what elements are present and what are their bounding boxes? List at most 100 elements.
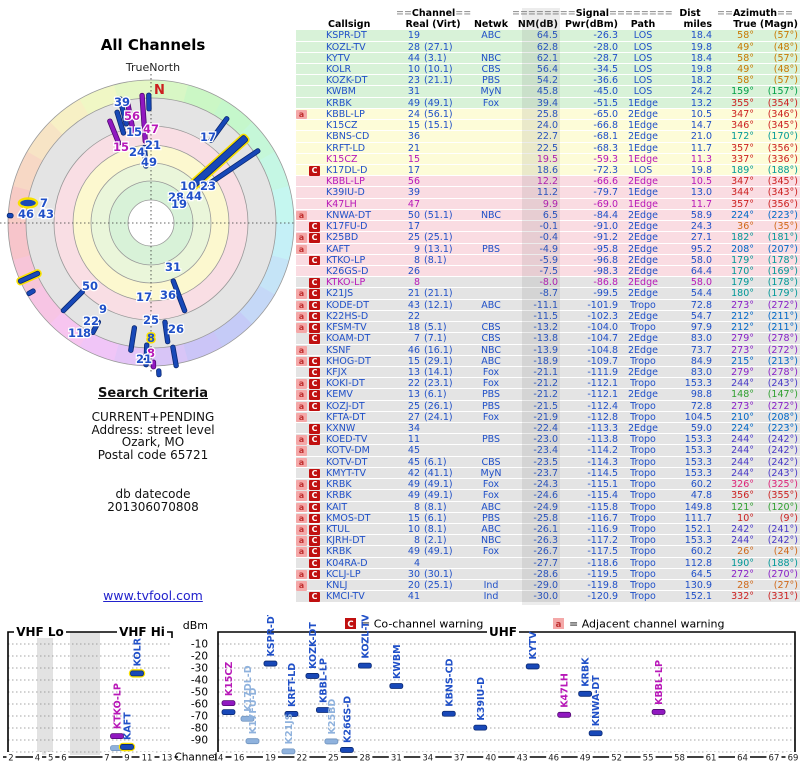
radar-bar	[117, 96, 129, 127]
table-row: K26GS-D 26 -7.5 -98.3 2Edge 64.4 170° (169°)	[296, 265, 800, 278]
co-channel-warning-badge: C	[309, 491, 320, 501]
header-miles: miles	[683, 19, 712, 31]
table-row: a C KCLJ-LP 30 (30.1) -28.6 -119.5 Tropo 64.5 272…	[296, 568, 800, 581]
radar-channel-label: 39	[114, 95, 130, 109]
co-channel-warning-badge: C	[309, 480, 320, 490]
true-north-label: TrueNorth	[125, 61, 181, 74]
spectrum-marker: KTKO-LP	[110, 683, 124, 740]
radar-hue-segment	[212, 311, 253, 348]
channel-tick-label: 28	[359, 754, 370, 764]
channel-axis-label: Channel	[174, 752, 217, 764]
table-row: a C KMOS-DT 15 (6.1) PBS -25.8 -116.7 Tropo 111.7…	[296, 512, 800, 524]
spectrum-marker: KRFT-LD	[284, 663, 299, 717]
radar-channel-label: 31	[165, 260, 181, 274]
radar-bar	[188, 133, 250, 190]
dbm-tick-label: -70	[191, 711, 208, 723]
spectrum-marker-label: KBBL-LP	[318, 658, 329, 703]
header-callsign: Callsign	[328, 19, 371, 31]
radar-bar	[201, 148, 261, 190]
header-true-magn: True (Magn)	[733, 19, 798, 31]
tvfool-link[interactable]: www.tvfool.com	[103, 588, 203, 603]
co-channel-warning-badge: C	[309, 390, 320, 400]
table-row: a KNWA-DT 50 (51.1) NBC 6.5 -84.4 2Edge 58.9 224°…	[296, 209, 800, 222]
header-path: Path	[630, 19, 656, 31]
radar-channel-label: 47	[143, 122, 159, 136]
radar-bar	[139, 92, 148, 144]
table-row: a C K22HS-D 22 -11.5 -102.3 2Edge 54.7 212° (211°…	[296, 310, 800, 323]
radar-hue-segment	[112, 343, 151, 366]
radar-hue-segment	[149, 343, 189, 366]
table-body: KSPR-DT 19 ABC 64.5 -26.3 LOS 18.4 58° (57°) KOZL…	[296, 30, 800, 603]
table-row: a C KOED-TV 11 PBS -23.0 -113.8 Tropo 153.3 244°(…	[296, 434, 800, 446]
header-pwr: Pwr(dBm)	[564, 19, 618, 31]
channel-tick-label: 25	[328, 754, 339, 764]
channel-tick-label: 16	[234, 754, 245, 764]
table-header-row-1: ==Channel== ========Signal======== Dist …	[296, 8, 800, 19]
channel-tick-bg	[210, 752, 226, 762]
legend-adjacent-label: = Adjacent channel warning	[569, 618, 725, 631]
table-row: a KBBL-LP 24 (56.1) 25.8 -65.0 2Edge 10.5 347° (3…	[296, 108, 800, 121]
channel-tick-bg	[262, 752, 278, 762]
radar-hue-segment	[49, 310, 89, 347]
search-mode: CURRENT+PENDING	[91, 410, 215, 424]
radar-hue-segment	[49, 98, 90, 135]
channel-tick-bg	[735, 752, 750, 762]
adjacent-warning-badge: a	[296, 311, 307, 322]
spectrum-marker-label: K17DL-D	[243, 665, 254, 711]
channel-tick-label: 58	[674, 754, 685, 764]
search-criteria: Search Criteria CURRENT+PENDING Address:…	[0, 386, 306, 513]
radar-channel-label: 17	[136, 290, 152, 304]
spectrum-marker-label: K17FU-D	[248, 687, 259, 734]
table-row: a C KJRH-DT 8 (2.1) NBC -26.3 -117.2 Tropo 153.3 2…	[296, 535, 800, 547]
radar-bar	[128, 325, 138, 353]
spectrum-marker-label: K47LH	[560, 673, 571, 708]
table-row: a C KOZJ-DT 25 (26.1) PBS -21.5 -112.4 Tropo 72.8…	[296, 400, 800, 412]
radar-channel-label: 8	[147, 346, 155, 360]
legend-adjacent-badge	[553, 618, 564, 629]
radar-ellipse-marker	[17, 197, 39, 209]
spectrum-marker-label: KOZK-DT	[308, 622, 319, 669]
radar-channel-label: 7	[40, 196, 48, 210]
channel-tick-bg	[139, 752, 155, 762]
spectrum-marker-label: K39IU-D	[476, 677, 487, 721]
adjacent-warning-badge: a	[296, 300, 307, 311]
channel-tick-bg	[388, 752, 404, 762]
legend-co-channel-badge	[345, 618, 356, 629]
channel-tick-bg	[33, 752, 42, 762]
co-channel-warning-badge: C	[309, 435, 320, 445]
co-channel-warning-badge: C	[309, 166, 320, 176]
table-row: KOLR 10 (10.1) CBS 56.4 -34.5 LOS 19.8 49° (48°)	[296, 64, 800, 76]
table-row: a C KOKI-DT 22 (23.1) Fox -21.2 -112.1 Tropo 153.…	[296, 378, 800, 390]
radar-hue-segment	[271, 185, 294, 225]
table-row: KBBL-LP 56 12.2 -66.6 2Edge 10.5 347° (345°)	[296, 176, 800, 188]
radar-channel-label: 10 23	[180, 179, 216, 193]
table-row: KBNS-CD 36 22.7 -68.1 2Edge 21.0 172° (170°)	[296, 131, 800, 143]
radar-bar	[150, 359, 157, 370]
spectrum-marker-label: K21JS	[284, 713, 295, 744]
dbm-tick-label: -80	[191, 723, 208, 735]
table-row: a KFTA-DT 27 (24.1) Fox -21.9 -112.8 Tropo 104.5…	[296, 411, 800, 424]
adjacent-warning-badge: a	[296, 244, 307, 255]
co-channel-warning-badge: C	[309, 356, 320, 367]
adjacent-warning-badge: a	[296, 547, 307, 557]
radar-hue-segment	[239, 121, 276, 162]
co-channel-warning-badge: C	[309, 424, 320, 434]
adjacent-warning-badge: a	[296, 513, 307, 524]
radar-bar	[16, 269, 42, 286]
table-row: a KOTV-DT 45 (6.1) CBS -23.5 -114.3 Tropo 153.3 2…	[296, 456, 800, 468]
channel-tick-bg	[785, 752, 800, 762]
table-row: C KMCI-TV 41 Ind -30.0 -120.9 Tropo 152.1 332° (3…	[296, 591, 800, 603]
radar-channel-label: 8	[83, 326, 91, 340]
adjacent-warning-badge: a	[296, 390, 307, 400]
channel-tick-label: 61	[706, 754, 717, 764]
spectrum-marker-label: KYTV	[528, 631, 539, 660]
channel-tick-bg	[609, 752, 625, 762]
co-channel-warning-badge: C	[309, 323, 320, 333]
co-channel-warning-badge: C	[309, 278, 320, 288]
channel-tick-label: 67	[769, 754, 780, 764]
radar-bar	[107, 118, 122, 146]
channel-tick-bg	[294, 752, 310, 762]
adjacent-warning-badge: a	[296, 379, 307, 389]
channel-tick-label: 14	[213, 754, 224, 764]
